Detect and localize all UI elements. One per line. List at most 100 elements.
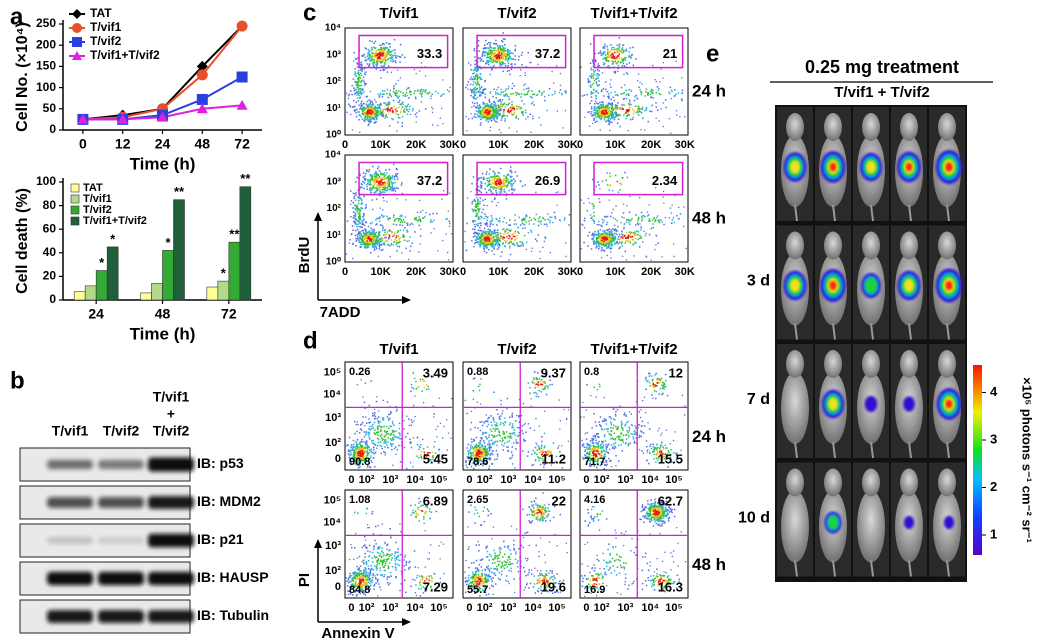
y-tick-label: 10² [325,437,341,449]
signal-blob [829,162,837,172]
y-tick-label: 60 [43,221,57,235]
x-tick-label: 0 [460,266,466,278]
blot-column-label: T/vif2 [153,423,190,439]
y-tick-label: 10³ [325,540,341,552]
data-point [117,113,129,124]
quadrant-value: 71.7 [584,456,605,468]
x-tick-label: 0 [348,602,354,614]
y-tick-label: 10⁵ [324,367,341,379]
data-point [157,111,168,122]
x-tick-label: 10² [477,474,493,486]
mouse-tail [870,204,874,222]
legend-label: T/vif2 [83,204,112,216]
x-tick-label: 72 [234,136,250,152]
bar [151,283,163,301]
signal-blob [945,162,953,172]
legend-swatch [70,216,80,226]
mouse-head [786,468,804,497]
legend-marker [72,23,82,33]
y-tick-label: 10⁵ [324,495,341,507]
x-tick-label: 10⁴ [406,474,424,486]
flow-events [466,503,557,592]
flow-events [352,378,437,462]
row-label: 24 h [692,427,726,446]
gate [593,34,684,69]
gate-value: 2.34 [652,173,678,188]
x-tick-label: 24 [155,136,171,152]
x-tick-label: 10⁵ [548,602,565,614]
x-tick-label: 10³ [382,602,398,614]
signal-blob [827,515,839,530]
x-axis-title: Annexin V [321,625,394,642]
bar [239,186,252,301]
mouse-tail [908,204,912,222]
x-tick-label: 20K [524,139,544,151]
mouse-head [900,468,918,497]
mouse-tail [794,560,798,577]
mouse-tail [946,323,950,340]
signal-blob [866,160,876,174]
y-tick-label: 10³ [325,412,341,424]
data-point [236,20,248,32]
mouse-head [862,468,880,497]
mouse-tail [946,204,950,222]
x-tick-label: 10⁵ [430,602,447,614]
flow-events [591,46,662,119]
y-axis-title: PI [296,573,313,587]
mouse-head [824,113,842,141]
x-tick-label: 10² [594,474,610,486]
x-tick-label: 0 [342,266,348,278]
data-point [236,99,248,110]
quadrant-value: 11.2 [541,451,566,466]
significance-label: ** [174,184,185,199]
signal-blob [789,278,801,293]
mouse-body [857,490,885,563]
y-tick-label: 250 [36,16,56,30]
x-tick-label: 10² [359,474,375,486]
blot-row-label: IB: MDM2 [197,493,261,509]
x-tick-label: 48 [155,306,171,322]
y-tick-label: 10² [327,76,342,87]
mouse-tail [832,204,836,222]
arrow-head [314,212,322,221]
mouse-head [900,113,918,141]
colorbar [973,365,982,555]
blot-band [148,571,194,586]
legend-marker [72,37,82,47]
flow-events [589,507,670,588]
mouse-head [862,113,880,141]
x-tick-label: 72 [221,306,237,322]
quadrant-value: 78.6 [467,456,488,468]
signal-blob [943,515,955,530]
gate [476,34,567,69]
column-header: T/vif2 [497,341,536,358]
row-label: 48 h [692,555,726,574]
mouse-head [900,350,918,378]
quadrant-value: 6.89 [423,493,448,508]
x-tick-label: 10⁴ [641,474,659,486]
x-tick-label: 0 [577,266,583,278]
mouse-tail [870,323,874,340]
flow-events [345,496,445,597]
panel-label: d [303,327,318,354]
significance-label: * [110,231,116,246]
flow-events [474,46,545,119]
data-point [196,60,208,72]
bar [84,285,97,301]
blot-band [148,533,194,548]
quadrant-value: 5.45 [423,451,448,466]
mouse-head [938,231,956,260]
x-tick-label: 0 [342,139,348,151]
blot-band [98,610,144,623]
mouse-tail [832,323,836,340]
signal-blob [945,280,953,291]
flow-events [348,377,441,466]
signal-blob [829,281,837,290]
x-tick-label: 0 [460,139,466,151]
y-tick-label: 50 [43,101,57,115]
legend-label: T/vif1 [90,20,122,34]
significance-label: ** [229,227,240,242]
blot-column-label: + [167,406,175,422]
quadrant-value: 62.7 [658,493,683,508]
gate-value: 26.9 [535,173,560,188]
